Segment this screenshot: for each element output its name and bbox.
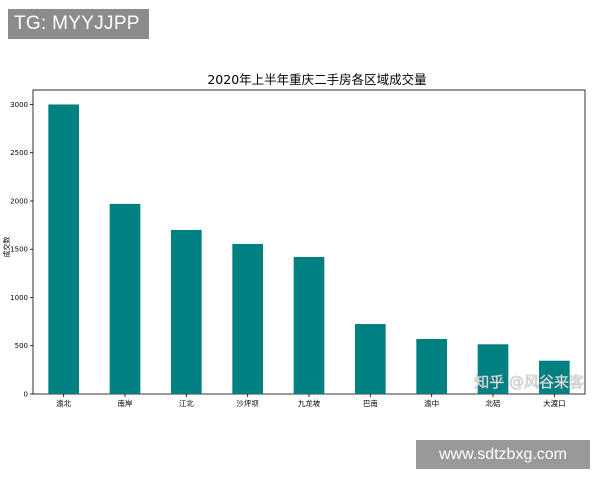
x-tick-label: 渝中 xyxy=(424,398,439,408)
bar-9 xyxy=(539,360,570,394)
y-tick-label: 500 xyxy=(15,342,28,350)
site-url-badge: www.sdtzbxg.com xyxy=(416,440,590,469)
bar-3 xyxy=(171,229,202,394)
y-tick-label: 1000 xyxy=(10,294,28,302)
plot-area: 0 500 1000 1500 2000 2500 3000 渝北 南岸 江北 沙坪坝 九龙坡 巴南 渝中… xyxy=(10,89,586,408)
x-tick-label: 巴南 xyxy=(363,398,378,408)
x-tick-label: 南岸 xyxy=(118,398,133,408)
tg-badge: TG: MYYJJPP xyxy=(8,9,149,39)
y-axis-label: 成交数 xyxy=(2,237,11,258)
bar-4 xyxy=(232,243,263,394)
x-tick-label: 北碚 xyxy=(486,398,501,408)
watermark-text: 知乎 @风谷来客 xyxy=(474,373,584,391)
x-tick-label: 渝北 xyxy=(56,398,71,408)
x-tick-label: 大渡口 xyxy=(543,398,566,408)
bar-7 xyxy=(416,338,447,394)
chart-title: 2020年上半年重庆二手房各区域成交量 xyxy=(207,72,426,87)
y-tick-label: 2500 xyxy=(10,149,28,157)
y-tick-label: 3000 xyxy=(10,101,28,109)
x-tick-label: 江北 xyxy=(179,399,194,408)
bar-5 xyxy=(293,256,325,394)
y-tick-label: 1500 xyxy=(10,246,28,254)
bar-8 xyxy=(477,344,509,394)
x-tick-label: 九龙坡 xyxy=(298,398,321,408)
y-tick-label: 2000 xyxy=(10,197,28,205)
x-tick-label: 沙坪坝 xyxy=(236,399,259,408)
bar-1 xyxy=(48,104,79,394)
bar-2 xyxy=(109,203,141,394)
y-tick-label: 0 xyxy=(24,391,28,399)
bar-6 xyxy=(355,324,386,394)
